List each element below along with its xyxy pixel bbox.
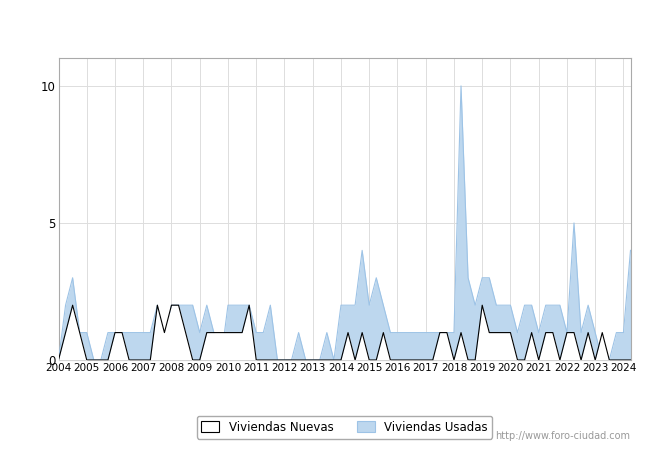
Text: Férez - Evolucion del Nº de Transacciones Inmobiliarias: Férez - Evolucion del Nº de Transaccione… (124, 11, 526, 26)
Legend: Viviendas Nuevas, Viviendas Usadas: Viviendas Nuevas, Viviendas Usadas (197, 416, 492, 438)
Text: http://www.foro-ciudad.com: http://www.foro-ciudad.com (495, 431, 630, 441)
